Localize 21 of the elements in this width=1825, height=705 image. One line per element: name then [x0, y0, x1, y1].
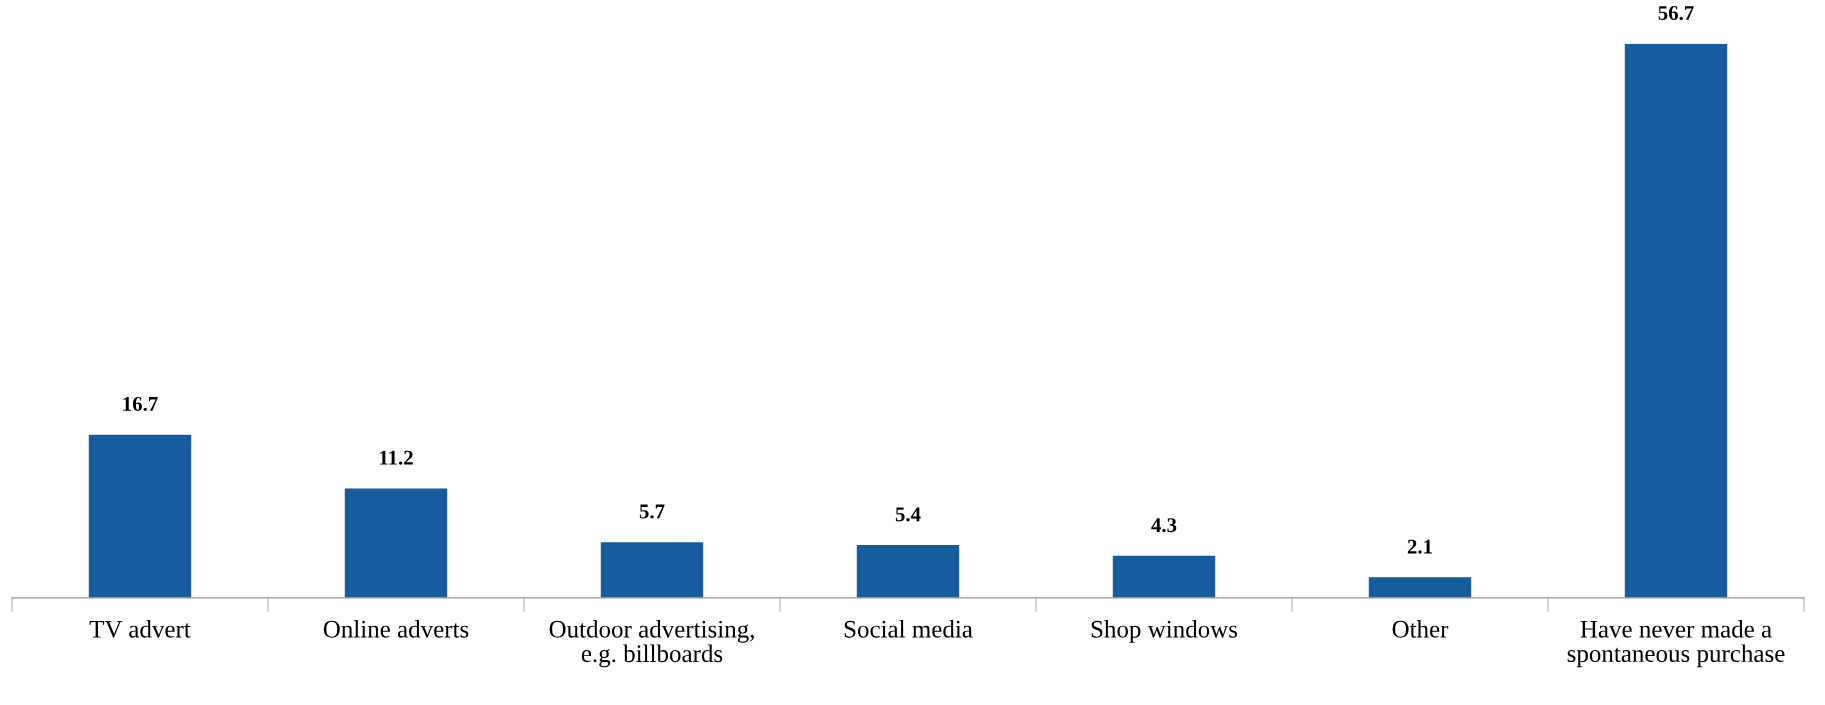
bar — [1112, 555, 1216, 598]
data-label: 2.1 — [1407, 539, 1432, 554]
data-label: 56.7 — [1658, 6, 1694, 21]
x-tick-label: TV advert — [89, 620, 191, 638]
bar — [344, 488, 448, 598]
x-tick-label: Other — [1392, 620, 1449, 638]
data-label: 4.3 — [1151, 518, 1177, 533]
bar — [1368, 577, 1472, 598]
bar — [1624, 43, 1728, 598]
bar — [88, 434, 192, 598]
data-label: 11.2 — [380, 450, 413, 465]
x-tick-label: Social media — [844, 620, 973, 638]
bar — [856, 545, 960, 598]
data-label: 5.7 — [639, 504, 665, 519]
x-tick-label: Online adverts — [323, 620, 469, 638]
data-label: 5.4 — [895, 507, 921, 522]
x-tick-label: Have never made a spontaneous purchase — [1567, 620, 1785, 668]
bar — [600, 542, 704, 598]
data-label: 16.7 — [123, 396, 158, 412]
x-tick-label: Shop windows — [1091, 620, 1238, 643]
x-tick-label: Outdoor advertising, e.g. billboards — [549, 620, 754, 668]
